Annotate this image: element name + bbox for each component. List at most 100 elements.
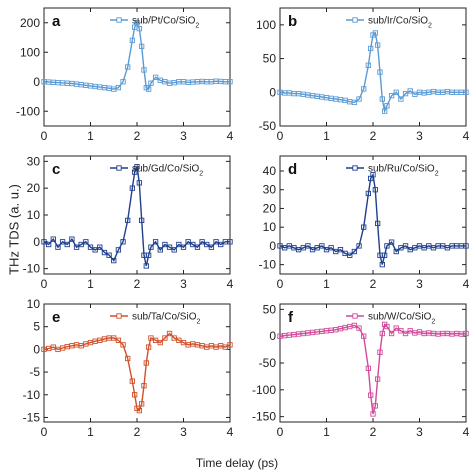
- y-tick-label: 0: [269, 239, 276, 253]
- legend-label: sub/W/Co/SiO2: [368, 312, 435, 326]
- data-point: [463, 243, 469, 249]
- data-point: [50, 236, 56, 242]
- y-tick-label: 10: [263, 220, 277, 234]
- panel-letter: f: [288, 309, 294, 326]
- data-point: [120, 239, 126, 245]
- data-point: [463, 89, 469, 95]
- data-point: [194, 244, 201, 250]
- x-tick-label: 1: [87, 129, 94, 143]
- data-point: [368, 392, 374, 398]
- legend-label: sub/Gd/Co/SiO2: [132, 164, 203, 178]
- data-point: [115, 247, 122, 253]
- x-tick-label: 0: [41, 425, 48, 439]
- panel-letter: a: [52, 13, 61, 30]
- data-point: [129, 185, 135, 191]
- x-tick-label: 4: [227, 277, 234, 291]
- data-point: [398, 328, 404, 334]
- data-point: [55, 244, 61, 250]
- data-point: [388, 93, 395, 99]
- x-tick-label: 1: [323, 129, 330, 143]
- x-tick-label: 2: [370, 425, 377, 439]
- y-tick-label: -5: [29, 365, 40, 379]
- data-point: [227, 79, 233, 85]
- y-tick-label: 200: [20, 16, 40, 30]
- x-tick-label: 1: [323, 425, 330, 439]
- y-tick-label: 0: [33, 75, 40, 89]
- data-point: [138, 43, 145, 50]
- data-point: [388, 330, 395, 337]
- data-point: [370, 411, 376, 417]
- series-line: [43, 332, 231, 412]
- data-point: [138, 217, 145, 224]
- data-point: [407, 88, 413, 94]
- data-point: [134, 164, 140, 170]
- data-point: [166, 330, 173, 337]
- y-tick-label: -100: [16, 104, 40, 118]
- data-point: [337, 247, 344, 253]
- data-point: [120, 342, 126, 348]
- data-point: [319, 243, 325, 249]
- data-point: [134, 20, 140, 26]
- legend-label: sub/Ru/Co/SiO2: [368, 164, 439, 178]
- y-tick-label: -15: [23, 410, 41, 424]
- data-point: [129, 378, 135, 384]
- panel-letter: b: [288, 13, 297, 30]
- panel-letter: d: [288, 161, 297, 178]
- legend-marker: [116, 17, 122, 23]
- data-point: [157, 247, 163, 253]
- data-point: [199, 239, 205, 245]
- x-tick-label: 2: [134, 129, 141, 143]
- data-point: [162, 335, 168, 341]
- legend-marker: [116, 165, 122, 171]
- x-tick-label: 4: [463, 425, 470, 439]
- x-tick-label: 2: [134, 277, 141, 291]
- data-point: [393, 248, 399, 255]
- data-point: [143, 263, 149, 269]
- x-tick-label: 4: [227, 129, 234, 143]
- data-point: [143, 360, 149, 366]
- data-point: [402, 90, 409, 97]
- y-tick-label: 0: [33, 342, 40, 356]
- data-point: [365, 365, 371, 372]
- data-point: [379, 330, 385, 337]
- legend-label: sub/Ir/Co/SiO2: [368, 16, 432, 30]
- data-point: [204, 241, 210, 248]
- data-point: [141, 383, 147, 389]
- data-point: [190, 241, 196, 248]
- data-point: [136, 180, 142, 186]
- y-tick-label: -100: [252, 383, 276, 397]
- x-tick-label: 3: [180, 425, 187, 439]
- data-point: [351, 248, 358, 255]
- y-tick-label: 5: [33, 320, 40, 334]
- series-line: [279, 31, 466, 114]
- data-point: [213, 239, 219, 245]
- data-point: [361, 224, 367, 230]
- series-line: [43, 164, 230, 267]
- data-point: [305, 243, 311, 249]
- data-point: [351, 322, 358, 329]
- x-tick-label: 0: [41, 277, 48, 291]
- data-point: [402, 243, 409, 249]
- x-tick-label: 1: [323, 277, 330, 291]
- data-point: [136, 408, 142, 414]
- data-point: [148, 80, 154, 86]
- x-tick-label: 2: [134, 425, 141, 439]
- data-point: [157, 339, 163, 346]
- data-point: [97, 244, 103, 250]
- data-point: [180, 244, 187, 250]
- x-tick-label: 4: [463, 277, 470, 291]
- y-tick-label: 30: [27, 154, 41, 168]
- series-line: [279, 323, 467, 415]
- data-point: [120, 79, 126, 85]
- data-point: [46, 241, 52, 248]
- data-point: [356, 243, 362, 249]
- data-point: [384, 243, 390, 249]
- x-tick-label: 3: [180, 277, 187, 291]
- data-point: [463, 330, 469, 337]
- data-point: [145, 252, 152, 258]
- data-point: [375, 220, 381, 227]
